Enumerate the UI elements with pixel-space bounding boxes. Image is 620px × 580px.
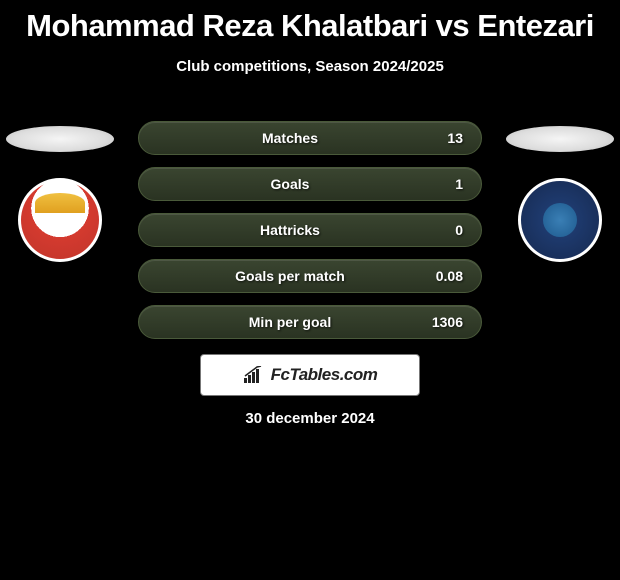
stat-row: Goals per match 0.08 — [138, 259, 482, 293]
stat-value: 1 — [423, 176, 463, 192]
stat-value: 0 — [423, 222, 463, 238]
stat-value: 13 — [423, 130, 463, 146]
stat-row: Min per goal 1306 — [138, 305, 482, 339]
brand-badge: FcTables.com — [200, 354, 420, 396]
club-logo-left — [18, 178, 102, 262]
stat-label: Matches — [157, 130, 423, 146]
stat-value: 1306 — [423, 314, 463, 330]
stat-row: Goals 1 — [138, 167, 482, 201]
stat-value: 0.08 — [423, 268, 463, 284]
player-left-shadow — [6, 126, 114, 152]
date-text: 30 december 2024 — [0, 410, 620, 427]
subtitle: Club competitions, Season 2024/2025 — [0, 58, 620, 75]
stat-label: Goals per match — [157, 268, 423, 284]
stat-label: Goals — [157, 176, 423, 192]
club-logo-right — [518, 178, 602, 262]
stat-row: Matches 13 — [138, 121, 482, 155]
page-title: Mohammad Reza Khalatbari vs Entezari — [0, 0, 620, 44]
player-right-shadow — [506, 126, 614, 152]
brand-text: FcTables.com — [271, 365, 378, 385]
chart-icon — [243, 366, 265, 384]
stat-row: Hattricks 0 — [138, 213, 482, 247]
stat-label: Min per goal — [157, 314, 423, 330]
stat-label: Hattricks — [157, 222, 423, 238]
stats-container: Matches 13 Goals 1 Hattricks 0 Goals per… — [138, 121, 482, 351]
